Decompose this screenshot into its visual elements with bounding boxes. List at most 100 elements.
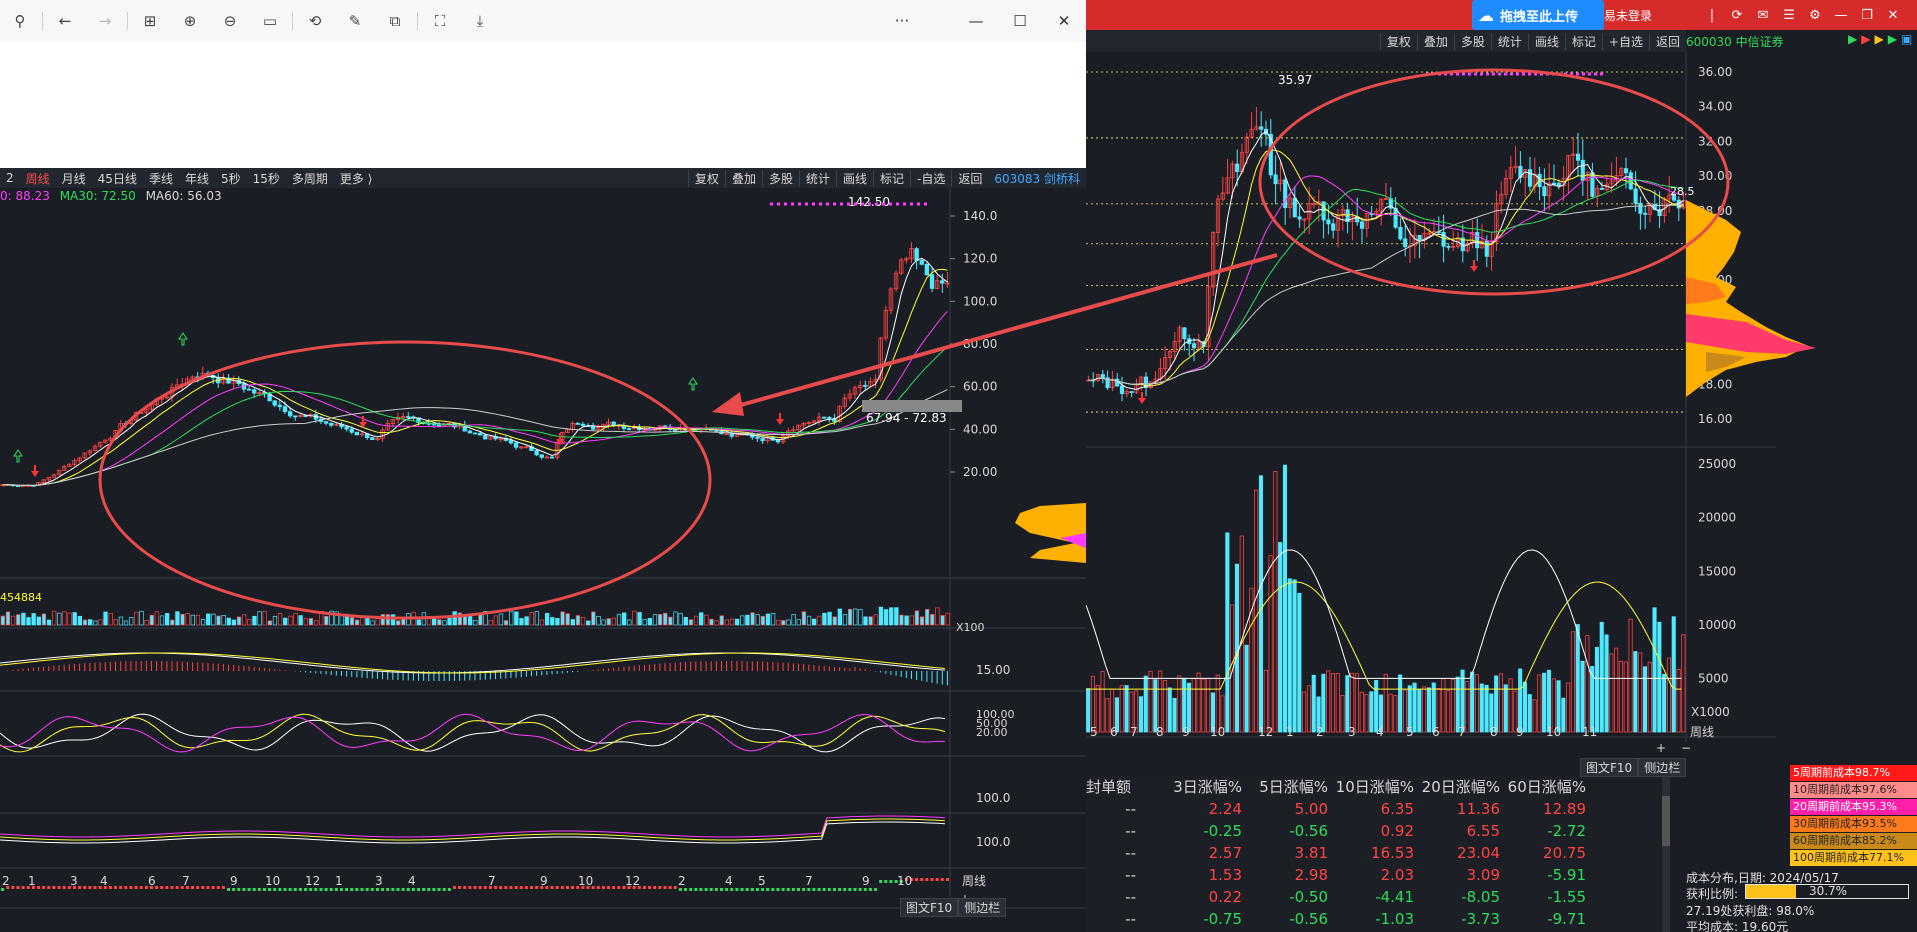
volume-bar — [519, 618, 524, 626]
volume-bar — [596, 615, 601, 626]
back-icon[interactable]: ← — [58, 12, 72, 30]
minimize-icon[interactable]: — — [1834, 7, 1848, 23]
col-header-0[interactable]: 封单额 — [1086, 778, 1132, 796]
period-tab-2[interactable]: 月线 — [61, 171, 86, 186]
right-tool-tab-6[interactable]: +自选 — [1601, 32, 1649, 50]
volume-bar — [1201, 678, 1206, 733]
fit-icon[interactable]: ▭ — [262, 12, 278, 30]
right-tool-tab-7[interactable]: 返回 — [1648, 32, 1686, 50]
volume-bar — [1633, 651, 1638, 733]
volume-bar — [498, 613, 504, 626]
volume-bar — [1436, 688, 1441, 733]
save-icon[interactable]: ⤓ — [476, 12, 484, 30]
period-tab-7[interactable]: 15秒 — [252, 171, 280, 186]
left-tool-tab-3[interactable]: 统计 — [798, 169, 836, 187]
col-header-1[interactable]: 3日涨幅% — [1173, 778, 1242, 796]
left-tool-tab-5[interactable]: 标记 — [873, 169, 910, 187]
right-tool-tab-4[interactable]: 画线 — [1527, 32, 1565, 50]
period-tab-6[interactable]: 5秒 — [220, 171, 241, 186]
left-tool-tab-0[interactable]: 复权 — [687, 169, 725, 187]
volume-bar — [1297, 592, 1302, 733]
right-tool-tab-2[interactable]: 多股 — [1453, 32, 1491, 50]
left-f10-button[interactable]: 图文F10 — [900, 898, 959, 917]
list-icon[interactable]: ☰ — [1783, 7, 1795, 23]
left-tool-tab-2[interactable]: 多股 — [761, 169, 799, 187]
left-stock-label[interactable]: 603083 剑桥科 — [994, 171, 1080, 186]
close-icon[interactable]: ✕ — [1887, 7, 1899, 23]
viewer-close-icon[interactable]: ✕ — [1057, 12, 1071, 30]
volume-bar — [858, 609, 863, 626]
right-tool-tab-0[interactable]: 复权 — [1379, 32, 1417, 50]
fullscreen-icon[interactable]: ⛶ — [434, 12, 446, 30]
table-scrollbar[interactable] — [1662, 776, 1670, 932]
rotate-icon[interactable]: ⟲ — [308, 12, 322, 30]
left-tool-tab-4[interactable]: 画线 — [835, 169, 873, 187]
right-tool-tab-3[interactable]: 统计 — [1490, 32, 1528, 50]
col-header-5[interactable]: 60日涨幅% — [1507, 778, 1586, 796]
flag-red-icon[interactable]: ▶ — [1861, 32, 1871, 46]
volume-bar — [1388, 693, 1393, 733]
volume-bar — [765, 613, 771, 626]
indicator-dot — [586, 886, 590, 889]
viewer-maximize-icon[interactable]: ☐ — [1013, 12, 1027, 30]
right-tool-tab-1[interactable]: 叠加 — [1416, 32, 1454, 50]
candle-body — [1475, 232, 1480, 249]
volume-bar — [663, 612, 668, 626]
period-tab-0[interactable]: 2 — [6, 171, 14, 185]
right-tool-tab-5[interactable]: 标记 — [1564, 32, 1602, 50]
table-row[interactable]: -- -0.25 -0.56 0.92 6.55 -2.72 — [1086, 822, 1670, 845]
more-icon[interactable]: ··· — [894, 12, 910, 30]
indicator-dot — [242, 888, 246, 891]
mail-icon[interactable]: ✉ — [1757, 7, 1769, 23]
upload-badge[interactable]: ☁ 拖拽至此上传 — [1472, 0, 1604, 30]
refresh-icon[interactable]: ⟳ — [1731, 7, 1743, 23]
zoom-out-icon[interactable]: ⊖ — [223, 12, 237, 30]
table-cell: 11.36 — [1457, 800, 1500, 818]
zoom-in-icon[interactable]: ⊕ — [183, 12, 197, 30]
indicator-dot — [447, 888, 451, 891]
period-tab-3[interactable]: 45日线 — [97, 171, 137, 186]
table-row[interactable]: -- -0.75 -0.56 -1.03 -3.73 -9.71 — [1086, 910, 1670, 932]
gear-icon[interactable]: ⚙ — [1809, 7, 1821, 23]
left-sidebar-button[interactable]: 侧边栏 — [958, 898, 1007, 917]
right-candlestick-chart[interactable]: 36.0034.0032.0030.0028.0026.0024.0022.00… — [1086, 52, 1917, 772]
candle-body — [103, 439, 108, 443]
col-header-4[interactable]: 20日涨幅% — [1421, 778, 1500, 796]
period-tab-1[interactable]: 周线 — [25, 171, 50, 186]
flag-icon[interactable]: ▶ — [1848, 32, 1858, 46]
left-tool-tab-6[interactable]: -自选 — [910, 169, 951, 187]
left-tool-tab-1[interactable]: 叠加 — [724, 169, 762, 187]
grid-icon[interactable]: ⊞ — [143, 12, 157, 30]
price-tick: 100.0 — [963, 294, 997, 308]
period-tab-8[interactable]: 多周期 — [291, 171, 328, 186]
col-header-3[interactable]: 10日涨幅% — [1335, 778, 1414, 796]
volume-bar — [236, 616, 242, 626]
candle-body — [1172, 341, 1177, 352]
edit-icon[interactable]: ✎ — [348, 12, 362, 30]
sidebar-button[interactable]: 侧边栏 — [1638, 758, 1687, 777]
login-label[interactable]: 易未登录 — [1604, 9, 1653, 23]
period-tab-4[interactable]: 季线 — [148, 171, 173, 186]
table-row[interactable]: -- 2.57 3.81 16.53 23.04 20.75 — [1086, 844, 1670, 867]
col-header-2[interactable]: 5日涨幅% — [1259, 778, 1328, 796]
pin-icon[interactable]: ⚲ — [14, 12, 26, 30]
flag-green-icon[interactable]: ▶ — [1887, 32, 1897, 46]
forward-icon[interactable]: → — [98, 12, 112, 30]
flag-yellow-icon[interactable]: ▶ — [1874, 32, 1884, 46]
period-tab-5[interactable]: 年线 — [184, 171, 209, 186]
table-row[interactable]: -- 0.22 -0.50 -4.41 -8.05 -1.55 — [1086, 888, 1670, 911]
left-tool-tab-7[interactable]: 返回 — [951, 169, 988, 187]
flag-last-icon[interactable]: ▣ — [1900, 32, 1913, 46]
f10-button[interactable]: 图文F10 — [1580, 758, 1639, 777]
left-ma-row: 0: 88.23 MA30: 72.50 MA60: 56.03 — [0, 189, 222, 203]
table-row[interactable]: -- 1.53 2.98 2.03 3.09 -5.91 — [1086, 866, 1670, 889]
left-candlestick-chart[interactable]: 140.0120.0100.080.0060.0040.0020.00142.5… — [0, 188, 1086, 932]
volume-bar — [1100, 671, 1105, 733]
right-stock-label[interactable]: 600030 中信证券 — [1686, 35, 1784, 49]
period-tab-9[interactable]: 更多 ⟩ — [339, 171, 373, 186]
crop-icon[interactable]: ⧉ — [389, 12, 401, 30]
volume-bar — [483, 611, 488, 626]
table-row[interactable]: -- 2.24 5.00 6.35 11.36 12.89 — [1086, 800, 1670, 823]
restore-icon[interactable]: ❐ — [1861, 7, 1873, 23]
viewer-minimize-icon[interactable]: — — [968, 12, 984, 30]
